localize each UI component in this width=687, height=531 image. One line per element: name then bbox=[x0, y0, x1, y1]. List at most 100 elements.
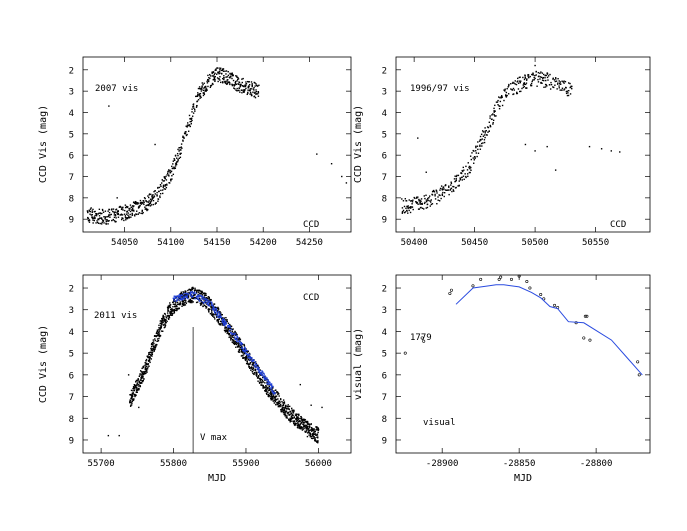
data-point bbox=[222, 68, 224, 70]
data-point bbox=[273, 400, 275, 402]
data-point bbox=[424, 197, 426, 200]
data-point bbox=[232, 339, 234, 341]
data-point bbox=[155, 332, 158, 335]
data-point bbox=[181, 300, 183, 303]
data-point bbox=[441, 193, 444, 195]
data-point bbox=[147, 355, 149, 357]
data-point bbox=[301, 427, 304, 429]
data-point bbox=[403, 211, 406, 214]
data-point bbox=[192, 112, 195, 114]
data-point bbox=[192, 286, 194, 289]
data-point bbox=[434, 193, 436, 196]
data-point bbox=[146, 371, 148, 373]
data-point bbox=[223, 317, 226, 319]
data-point bbox=[184, 295, 186, 297]
data-point bbox=[154, 339, 156, 342]
data-point bbox=[486, 126, 489, 128]
data-point bbox=[292, 414, 294, 416]
data-point bbox=[183, 136, 185, 139]
data-point bbox=[436, 190, 438, 192]
data-point bbox=[192, 296, 194, 299]
data-point bbox=[171, 312, 173, 315]
data-point bbox=[284, 406, 287, 409]
data-point bbox=[493, 107, 495, 110]
data-point bbox=[470, 166, 472, 169]
data-point bbox=[237, 83, 239, 85]
data-point bbox=[465, 175, 467, 178]
data-point bbox=[569, 86, 572, 88]
x-tick-label: -28800 bbox=[580, 459, 613, 469]
data-point bbox=[221, 69, 224, 71]
data-point bbox=[130, 216, 132, 218]
data-point bbox=[111, 219, 113, 222]
data-point bbox=[243, 90, 246, 92]
data-point bbox=[454, 175, 456, 177]
data-point bbox=[212, 83, 214, 86]
data-point bbox=[194, 297, 197, 299]
data-point bbox=[243, 357, 245, 359]
data-point bbox=[454, 180, 457, 182]
data-point bbox=[175, 301, 177, 304]
data-point bbox=[145, 372, 147, 375]
data-point bbox=[466, 169, 469, 171]
data-point bbox=[190, 291, 193, 294]
data-point bbox=[469, 165, 471, 168]
data-point bbox=[116, 210, 119, 213]
data-point bbox=[280, 398, 282, 401]
data-point bbox=[156, 343, 158, 346]
data-point bbox=[207, 80, 210, 83]
panel-source-label: visual bbox=[423, 418, 456, 428]
data-point bbox=[101, 208, 104, 211]
data-point bbox=[140, 382, 142, 384]
data-point bbox=[475, 152, 478, 154]
data-point bbox=[153, 349, 155, 351]
data-point bbox=[215, 316, 218, 318]
data-point bbox=[558, 80, 560, 82]
data-point bbox=[181, 147, 183, 149]
data-point bbox=[137, 381, 139, 383]
data-point bbox=[582, 336, 586, 340]
data-point bbox=[169, 169, 171, 172]
data-point bbox=[179, 297, 182, 299]
data-point bbox=[522, 86, 525, 89]
data-point bbox=[174, 309, 177, 311]
data-point bbox=[303, 425, 305, 427]
data-point bbox=[207, 79, 210, 81]
data-point bbox=[180, 152, 182, 155]
data-point bbox=[548, 84, 551, 86]
data-point bbox=[166, 184, 168, 186]
data-point bbox=[186, 125, 188, 128]
data-point bbox=[314, 433, 316, 435]
data-point bbox=[216, 309, 219, 311]
data-point bbox=[235, 83, 238, 86]
data-point bbox=[116, 211, 118, 214]
data-point bbox=[191, 296, 193, 298]
data-point bbox=[263, 378, 266, 380]
data-point bbox=[481, 138, 483, 140]
data-point bbox=[213, 306, 215, 308]
data-point bbox=[185, 134, 188, 137]
panel-year-label: 1996/97 vis bbox=[410, 84, 470, 94]
data-point-outlier bbox=[619, 151, 621, 153]
data-point bbox=[179, 147, 181, 149]
data-point bbox=[184, 294, 186, 296]
data-point bbox=[256, 366, 259, 368]
x-axis-title: MJD bbox=[208, 473, 226, 484]
data-point bbox=[139, 370, 142, 372]
data-point bbox=[195, 289, 197, 291]
data-point bbox=[269, 389, 271, 392]
data-point bbox=[193, 291, 196, 293]
data-point bbox=[277, 391, 279, 394]
data-point bbox=[240, 351, 243, 353]
data-point bbox=[292, 421, 295, 423]
data-point bbox=[232, 79, 235, 82]
data-point bbox=[181, 302, 184, 304]
data-point bbox=[136, 203, 139, 205]
data-point bbox=[150, 354, 152, 357]
data-point bbox=[489, 115, 491, 117]
data-point bbox=[253, 364, 255, 366]
data-point bbox=[158, 333, 160, 335]
data-point bbox=[408, 199, 410, 201]
data-point bbox=[268, 383, 270, 385]
data-point bbox=[174, 159, 176, 161]
